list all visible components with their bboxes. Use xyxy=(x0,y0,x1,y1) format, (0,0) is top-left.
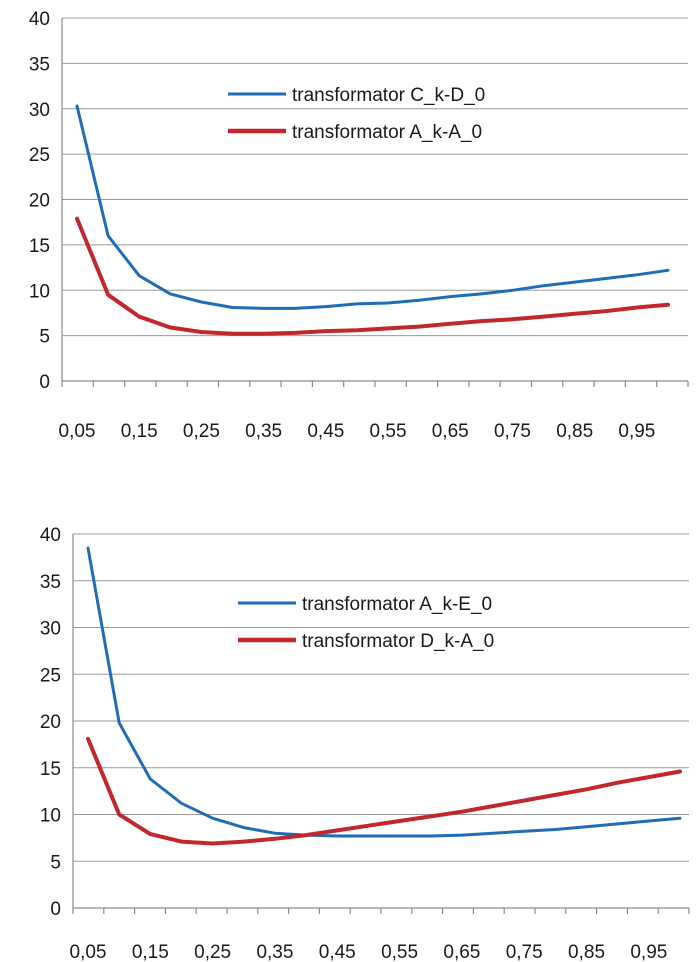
x-tick-label: 0,25 xyxy=(183,421,220,442)
legend-label-1: transformator A_k-E_0 xyxy=(302,594,492,615)
legend-label-1: transformator C_k-D_0 xyxy=(292,85,485,106)
y-tick-label: 0 xyxy=(39,372,50,393)
x-tick-label: 0,85 xyxy=(556,421,593,442)
x-tick-label: 0,65 xyxy=(443,942,480,962)
y-tick-label: 30 xyxy=(29,100,50,121)
y-tick-label: 15 xyxy=(40,759,61,780)
x-tick-label: 0,05 xyxy=(70,942,107,962)
y-tick-label: 20 xyxy=(29,191,50,212)
x-tick-label: 0,05 xyxy=(59,421,96,442)
x-tick-label: 0,75 xyxy=(494,421,531,442)
x-tick-label: 0,95 xyxy=(618,421,655,442)
y-tick-label: 35 xyxy=(29,54,50,75)
y-tick-label: 5 xyxy=(39,327,50,348)
x-tick-label: 0,75 xyxy=(506,942,543,962)
y-tick-label: 10 xyxy=(29,281,50,302)
x-tick-label: 0,55 xyxy=(381,942,418,962)
x-tick-label: 0,55 xyxy=(370,421,407,442)
x-tick-label: 0,95 xyxy=(630,942,667,962)
y-tick-label: 20 xyxy=(40,712,61,733)
y-tick-label: 15 xyxy=(29,236,50,257)
y-tick-label: 5 xyxy=(50,852,61,873)
x-tick-label: 0,35 xyxy=(256,942,293,962)
y-tick-label: 40 xyxy=(40,525,61,546)
y-tick-label: 25 xyxy=(29,145,50,166)
series-line-1-chart-2 xyxy=(86,546,682,838)
x-tick-label: 0,65 xyxy=(432,421,469,442)
x-tick-label: 0,35 xyxy=(245,421,282,442)
x-tick-label: 0,85 xyxy=(568,942,605,962)
y-tick-label: 10 xyxy=(40,806,61,827)
y-tick-label: 30 xyxy=(40,619,61,640)
chart-top: 0 5 10 15 20 25 30 35 40 0,05 0,15 0,25 0,35 0,45 0,55… xyxy=(29,9,689,442)
y-tick-label: 35 xyxy=(40,572,61,593)
legend-label-2: transformator A_k-A_0 xyxy=(292,122,482,143)
x-tick-label: 0,45 xyxy=(319,942,356,962)
series-line-2-chart-2 xyxy=(86,736,682,846)
x-tick-label: 0,15 xyxy=(121,421,158,442)
y-tick-label: 40 xyxy=(29,9,50,30)
legend-label-2: transformator D_k-A_0 xyxy=(302,631,494,652)
y-tick-label: 25 xyxy=(40,665,61,686)
chart-bottom: 0 5 10 15 20 25 30 35 40 0,05 0,15 0,25 0,35 0,45 0,55… xyxy=(40,525,690,962)
y-tick-label: 0 xyxy=(50,899,61,920)
series-line-1-chart-1 xyxy=(75,104,670,310)
x-tick-label: 0,15 xyxy=(132,942,169,962)
x-tick-label: 0,25 xyxy=(194,942,231,962)
x-tick-label: 0,45 xyxy=(307,421,344,442)
series-line-2-chart-1 xyxy=(75,216,670,336)
